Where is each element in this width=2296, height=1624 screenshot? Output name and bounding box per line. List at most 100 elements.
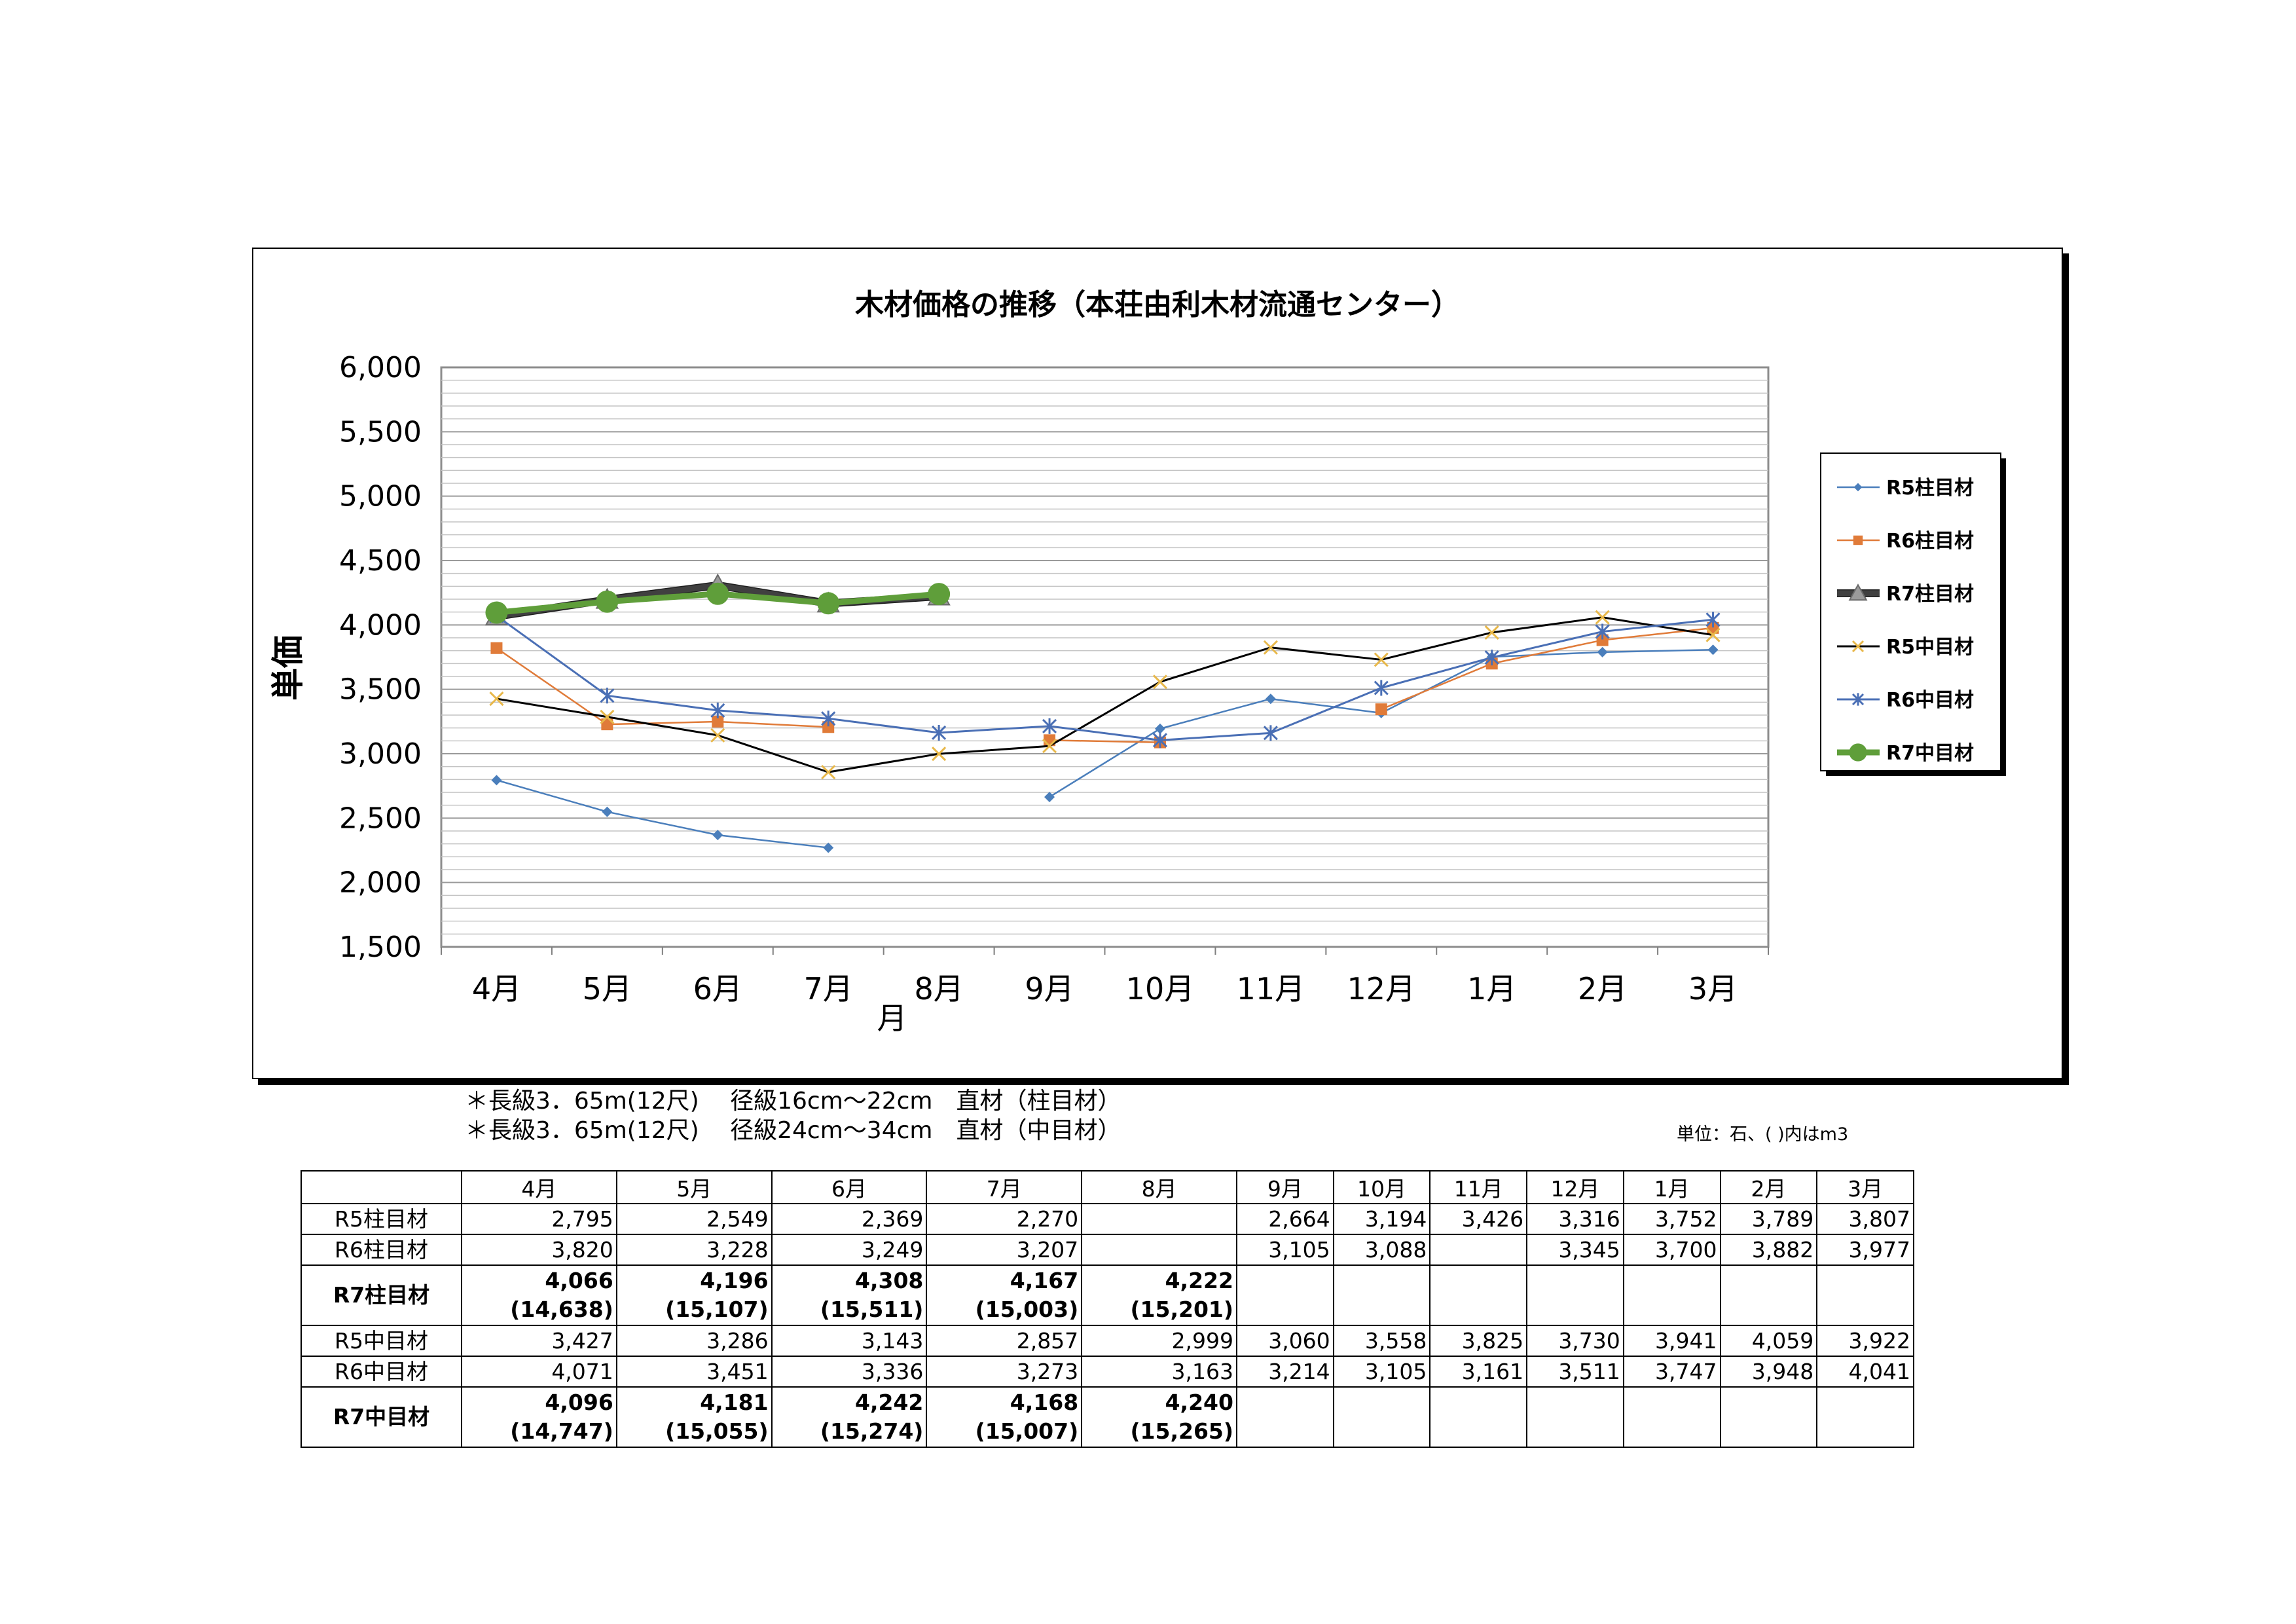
data-point (1152, 732, 1168, 748)
row-label: R7中目材 (301, 1386, 462, 1448)
table-cell (1622, 1386, 1721, 1448)
table-cell: 4,096 (14,747) (461, 1386, 617, 1448)
data-point (1707, 644, 1719, 655)
table-cell: 2,369 (771, 1203, 928, 1235)
table-cell: 4,240 (15,265) (1081, 1386, 1237, 1448)
table-cell: 4,066 (14,638) (461, 1264, 617, 1326)
table-header-cell: 6月 (771, 1170, 928, 1204)
legend-item: R5柱目材 (1837, 477, 1974, 500)
data-point (600, 688, 615, 704)
legend-marker (1849, 743, 1867, 762)
cell-subvalue: (15,201) (1130, 1297, 1233, 1322)
table-cell (1235, 1386, 1334, 1448)
x-tick-label: 3月 (1688, 971, 1738, 1006)
data-point (1042, 739, 1057, 754)
data-point (1484, 650, 1499, 666)
row-label: R5中目材 (301, 1325, 462, 1357)
data-point (817, 592, 840, 615)
data-point (1263, 725, 1278, 741)
table-row: R5中目材 3,427 3,286 3,143 2,857 2,999 3,060 3,558… (301, 1325, 1914, 1357)
table-cell: 3,228 (615, 1234, 773, 1266)
data-point (1705, 627, 1721, 642)
table-cell: 3,922 (1816, 1325, 1914, 1357)
legend-marker (1851, 640, 1865, 653)
cell-subvalue: (15,107) (665, 1297, 769, 1322)
table-cell (1719, 1264, 1818, 1326)
table-cell (1429, 1264, 1528, 1326)
table-cell: 3,820 (461, 1234, 617, 1266)
y-tick-label: 3,500 (339, 673, 422, 707)
table-cell: 3,105 (1235, 1234, 1334, 1266)
x-tick-label: 2月 (1578, 971, 1627, 1006)
table-cell (1526, 1386, 1624, 1448)
table-cell: 4,059 (1719, 1325, 1818, 1357)
price-table: 4月 5月 6月 7月 8月 9月 10月 11月 12月 1月 2月 3月 R5柱目材 2,795 2,… (301, 1170, 1914, 1448)
table-corner-cell (301, 1170, 462, 1204)
table-cell: 2,857 (926, 1325, 1083, 1357)
table-cell (1816, 1264, 1914, 1326)
table-cell: 3,558 (1332, 1325, 1431, 1357)
y-tick-label: 4,500 (339, 544, 422, 578)
table-cell (1081, 1234, 1237, 1266)
legend-label: R5中目材 (1886, 636, 1974, 659)
table-cell: 4,168 (15,007) (926, 1386, 1083, 1448)
y-tick-label: 5,000 (339, 480, 422, 513)
table-cell: 3,088 (1332, 1234, 1431, 1266)
data-point (928, 583, 951, 606)
table-cell: 4,196 (15,107) (615, 1264, 773, 1326)
x-tick-label: 6月 (693, 971, 742, 1006)
table-cell: 3,825 (1429, 1325, 1528, 1357)
series-5 (485, 582, 951, 624)
table-cell: 4,222 (15,201) (1081, 1264, 1237, 1326)
table-header-cell: 9月 (1235, 1170, 1334, 1204)
series-3 (489, 610, 1721, 780)
cell-subvalue: (15,007) (975, 1418, 1079, 1444)
table-cell: 3,752 (1622, 1203, 1721, 1235)
data-point (1265, 693, 1276, 705)
series-line (496, 779, 829, 849)
legend-item: R5中目材 (1837, 636, 1974, 659)
table-body: R5柱目材 2,795 2,549 2,369 2,270 2,664 3,194 3,426… (301, 1203, 1914, 1448)
data-point (602, 806, 613, 817)
data-point (932, 724, 947, 741)
data-point (823, 842, 834, 853)
table-cell: 3,163 (1081, 1356, 1237, 1388)
data-point (821, 765, 836, 780)
legend-marker (1851, 693, 1865, 706)
data-point (1263, 640, 1278, 655)
table-cell: 3,426 (1429, 1203, 1528, 1235)
data-point (1374, 652, 1389, 667)
legend-item: R7柱目材 (1837, 583, 1974, 606)
table-cell: 3,747 (1622, 1356, 1721, 1388)
cell-subvalue: (15,511) (820, 1297, 924, 1322)
cell-value: 4,308 (855, 1268, 924, 1293)
table-cell (1526, 1264, 1624, 1326)
cell-subvalue: (15,055) (665, 1418, 769, 1444)
table-cell (1081, 1203, 1237, 1235)
data-point (491, 775, 502, 786)
series-line (496, 616, 1713, 773)
series-line (496, 615, 1713, 741)
table-cell (1816, 1386, 1914, 1448)
y-tick-label: 1,500 (339, 931, 422, 964)
data-point (712, 830, 723, 841)
cell-subvalue: (15,265) (1130, 1418, 1233, 1444)
data-point (1597, 646, 1608, 657)
row-label: R6柱目材 (301, 1234, 462, 1266)
data-point (1595, 623, 1610, 640)
table-header-cell: 5月 (615, 1170, 773, 1204)
table-header-cell: 4月 (461, 1170, 617, 1204)
cell-value: 4,168 (1010, 1390, 1079, 1415)
note-line-1: ＊長級3．65m(12尺) 径級16cm～22cm 直材（柱目材） (465, 1088, 1121, 1115)
cell-value: 4,181 (700, 1390, 769, 1415)
data-point (596, 590, 619, 613)
table-header-row: 4月 5月 6月 7月 8月 9月 10月 11月 12月 1月 2月 3月 (301, 1170, 1914, 1204)
data-point (490, 642, 503, 654)
table-cell: 3,789 (1719, 1203, 1818, 1235)
table-cell: 3,249 (771, 1234, 928, 1266)
cell-value: 4,240 (1165, 1390, 1233, 1415)
cell-subvalue: (15,274) (820, 1418, 924, 1444)
note-line-2: ＊長級3．65m(12尺) 径級24cm～34cm 直材（中目材） (465, 1117, 1121, 1144)
table-header-cell: 1月 (1622, 1170, 1721, 1204)
table-cell: 2,795 (461, 1203, 617, 1235)
